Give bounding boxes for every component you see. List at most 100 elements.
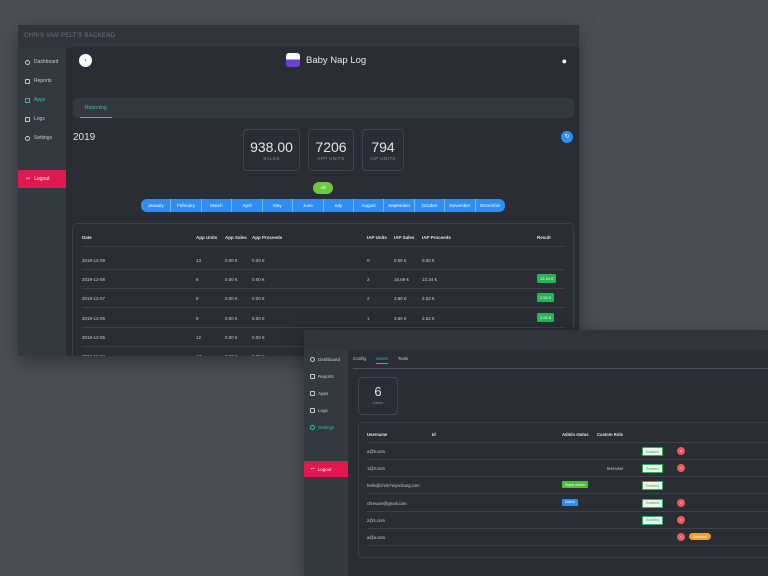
cell-date: 2019-12-05: [82, 334, 106, 340]
stat-value: 794: [371, 139, 395, 155]
users-table: Username Id Admin status Custom Role a@b…: [358, 422, 768, 558]
app-icon: [286, 53, 300, 67]
month-april[interactable]: April: [232, 199, 263, 212]
stat-app-units: 7206 APP UNITS: [308, 129, 354, 171]
sidebar-item-apps[interactable]: Apps: [304, 385, 348, 402]
cell-iap-sales: 0.00 €: [394, 258, 407, 263]
reporting-window: Chris Van Pelt's Backend Dashboard Report…: [18, 25, 579, 356]
sidebar-item-settings[interactable]: Settings: [18, 129, 66, 147]
month-june[interactable]: June: [293, 199, 324, 212]
header-iap-sales: IAP Sales: [394, 235, 415, 240]
cell-iap-proceeds: 2.52 €: [422, 315, 435, 321]
enabled-toggle[interactable]: Enabled: [642, 481, 663, 491]
cell-username: hello@chris-heynckung.com: [367, 483, 420, 489]
dashboard-icon: [25, 59, 30, 65]
tab-config[interactable]: Config: [353, 356, 367, 361]
apps-icon: [25, 97, 30, 103]
cell-date: 2019-12-04: [82, 354, 105, 356]
table-row: 2@1.com Enabled ×: [367, 512, 768, 529]
logout-button[interactable]: ↩ Logout: [304, 461, 348, 477]
stat-value: 7206: [315, 139, 347, 155]
cell-username: 2@1.com: [367, 517, 385, 523]
cell-iap-units: 2: [367, 296, 370, 302]
users-count-card: 6 Users: [358, 377, 398, 415]
dashboard-icon: [310, 357, 315, 362]
cell-date: 2019-12-08: [82, 277, 106, 283]
month-july[interactable]: July: [324, 199, 354, 212]
cell-iap-units: 1: [367, 315, 370, 321]
enabled-toggle[interactable]: Enabled: [642, 464, 663, 474]
table-row: a@b.com Enabled ×: [367, 443, 768, 460]
table-row: hello@chris-heynckung.com Super Admin Enab…: [367, 477, 768, 495]
header-iap-proceeds: IAP Proceeds: [422, 235, 451, 240]
window-title: Chris Van Pelt's Backend: [18, 25, 579, 47]
month-march[interactable]: March: [202, 199, 233, 212]
settings-window: Dashboard Reports Apps Logs Settings ↩ Logout …: [304, 330, 768, 576]
cell-iap-proceeds: 2.52 €: [422, 296, 435, 302]
tab-tools[interactable]: Tools: [397, 356, 409, 361]
header-app-proceeds: App Proceeds: [252, 235, 283, 240]
sidebar-item-apps[interactable]: Apps: [18, 91, 66, 109]
cell-iap-sales: 3.60 €: [394, 296, 407, 302]
sidebar-item-settings[interactable]: Settings: [304, 419, 348, 436]
cell-date: 2019-12-06: [82, 315, 106, 321]
table-header: Date App Units App Sales App Proceeds IA…: [82, 228, 565, 247]
cell-custom-role: test-user: [607, 466, 624, 472]
sidebar-item-logs[interactable]: Logs: [304, 402, 348, 419]
enabled-toggle[interactable]: Enabled: [642, 515, 663, 525]
cell-app-units: 13: [196, 258, 202, 263]
delete-icon[interactable]: ×: [677, 515, 685, 524]
sidebar-item-dashboard[interactable]: Dashboard: [304, 351, 348, 368]
header-result: Result: [537, 235, 551, 240]
month-february[interactable]: February: [171, 199, 202, 212]
disabled-badge[interactable]: Disabled: [689, 533, 711, 540]
month-september[interactable]: September: [384, 199, 415, 212]
header-iap-units: IAP Units: [367, 235, 387, 240]
month-january[interactable]: January: [141, 199, 172, 212]
back-button[interactable]: ‹: [79, 54, 92, 67]
users-label: Users: [372, 400, 384, 405]
tab-reporting[interactable]: Reporting: [80, 98, 112, 118]
table-row: a@a.com × Disabled: [367, 529, 768, 546]
month-october[interactable]: October: [415, 199, 446, 212]
tab-users[interactable]: Users: [376, 356, 388, 364]
month-november[interactable]: November: [445, 199, 476, 212]
month-august[interactable]: August: [354, 199, 385, 212]
app-header: Baby Nap Log: [286, 53, 366, 67]
cell-iap-sales: 3.60 €: [394, 315, 407, 321]
admin-status-badge: Super Admin: [562, 481, 589, 489]
settings-tabs: Config Users Tools: [353, 356, 408, 364]
logout-label: Logout: [317, 466, 332, 472]
delete-icon[interactable]: ×: [677, 447, 685, 455]
cell-app-units: 9: [196, 315, 199, 321]
cell-username: a@a.com: [367, 535, 385, 540]
sidebar-item-reports[interactable]: Reports: [304, 368, 348, 385]
main-content: ‹ Baby Nap Log ● Reporting 2019 ↻ 938.00…: [66, 47, 579, 356]
sidebar-item-label: Dashboard: [34, 59, 59, 65]
enabled-toggle[interactable]: Enabled: [642, 498, 663, 508]
sidebar-item-reports[interactable]: Reports: [18, 72, 66, 90]
sidebar-item-label: Apps: [34, 97, 46, 103]
delete-icon[interactable]: ×: [677, 498, 685, 507]
sidebar-item-dashboard[interactable]: Dashboard: [18, 53, 66, 71]
delete-icon[interactable]: ×: [677, 464, 685, 473]
year-title: 2019: [73, 132, 96, 143]
all-filter-button[interactable]: All: [313, 182, 333, 194]
delete-icon[interactable]: ×: [677, 533, 685, 541]
refresh-button[interactable]: ↻: [561, 131, 573, 143]
cell-iap-sales: 16.69 €: [394, 277, 410, 283]
sidebar-item-logs[interactable]: Logs: [18, 110, 66, 128]
cell-iap-proceeds: 12.34 €: [422, 277, 438, 283]
month-may[interactable]: May: [263, 199, 294, 212]
cell-app-proceeds: 0.00 €: [252, 315, 265, 321]
apps-icon: [310, 391, 315, 396]
sidebar-item-label: Apps: [318, 391, 329, 396]
cell-app-proceeds: 0.00 €: [252, 277, 265, 283]
cell-app-sales: 0.00 €: [225, 334, 238, 340]
logout-button[interactable]: ↩ Logout: [18, 170, 66, 188]
cell-date: 2019-12-07: [82, 296, 106, 302]
cell-app-proceeds: 0.00 €: [252, 334, 265, 340]
month-december[interactable]: December: [479, 203, 501, 208]
header-custom-role: Custom Role: [597, 432, 623, 437]
enabled-toggle[interactable]: Enabled: [642, 447, 663, 456]
